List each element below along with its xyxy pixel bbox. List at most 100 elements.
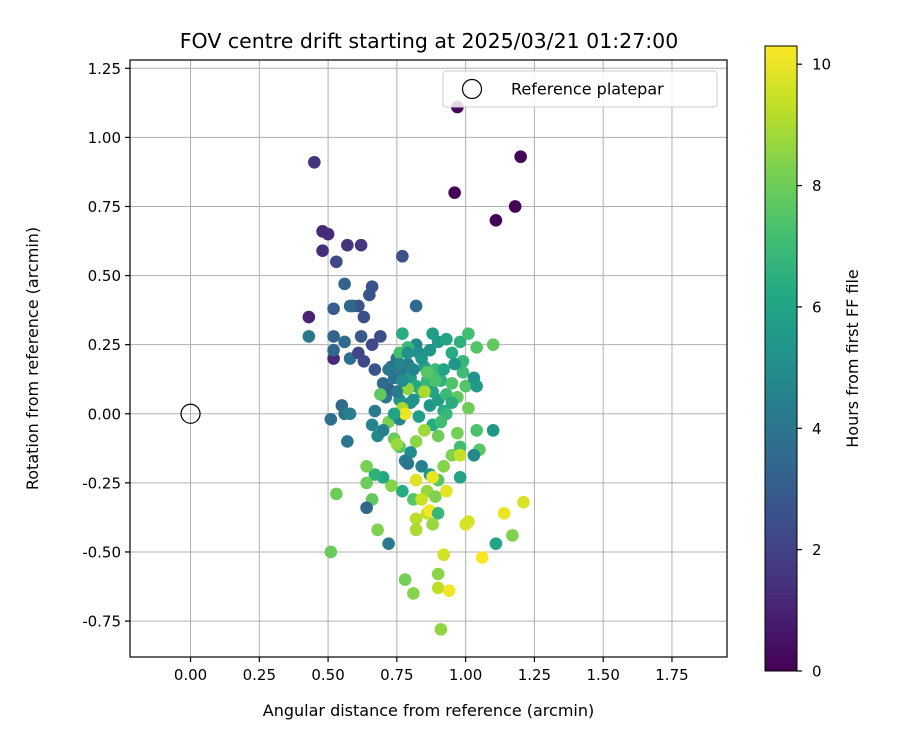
y-tick-label: 0.50 <box>88 267 121 285</box>
data-point <box>448 186 461 199</box>
data-point <box>514 150 527 164</box>
chart-title: FOV centre drift starting at 2025/03/21 … <box>180 29 679 53</box>
data-point <box>382 537 395 550</box>
x-axis-ticks: 0.00 0.25 0.50 0.75 1.00 1.25 1.50 1.75 <box>174 657 689 684</box>
data-point <box>470 379 483 393</box>
x-tick-label: 1.75 <box>655 666 688 684</box>
data-point <box>363 288 376 302</box>
data-point <box>390 437 404 451</box>
data-point <box>486 338 500 351</box>
colorbar-tick-label: 2 <box>812 541 822 559</box>
colorbar-tick-label: 4 <box>812 420 822 438</box>
data-point <box>343 299 357 313</box>
data-point <box>429 490 442 503</box>
data-point <box>398 573 412 586</box>
data-point <box>440 484 453 498</box>
data-point <box>407 393 420 407</box>
data-point <box>429 374 442 387</box>
colorbar-ticks: 0 2 4 6 8 10 <box>797 56 831 681</box>
data-point <box>330 255 343 269</box>
colorbar-tick-label: 10 <box>812 56 831 74</box>
data-point <box>506 529 519 542</box>
data-point <box>409 435 423 448</box>
data-point <box>426 471 439 484</box>
data-point <box>368 404 382 418</box>
plot-frame <box>129 59 728 658</box>
data-point <box>420 366 434 379</box>
data-point <box>396 249 409 263</box>
data-point <box>407 587 420 600</box>
data-point <box>453 471 467 484</box>
data-point <box>440 332 453 346</box>
legend-label: Reference platepar <box>511 80 664 99</box>
data-point <box>459 379 472 393</box>
data-point <box>462 401 475 415</box>
data-point <box>374 330 387 343</box>
data-point <box>387 407 401 421</box>
data-point <box>442 584 456 597</box>
data-point <box>489 537 503 550</box>
data-point <box>330 487 343 501</box>
data-point <box>486 424 500 437</box>
data-point <box>470 341 483 354</box>
legend-marker <box>461 78 483 100</box>
data-point <box>341 435 354 448</box>
data-point <box>324 413 338 426</box>
data-point <box>431 581 445 595</box>
colorbar-label: Hours from first FF file <box>843 269 862 448</box>
data-point <box>374 388 387 401</box>
data-point <box>409 299 423 313</box>
data-point <box>415 459 428 473</box>
x-tick-label: 1.50 <box>586 666 619 684</box>
y-tick-label: 0.00 <box>88 405 121 423</box>
data-point <box>415 352 428 365</box>
data-point <box>365 418 379 432</box>
data-point <box>517 495 530 509</box>
data-point <box>451 426 464 440</box>
x-tick-label: 0.75 <box>380 666 413 684</box>
data-point <box>357 310 371 324</box>
y-axis-label: Rotation from reference (arcmin) <box>23 227 42 490</box>
data-point <box>354 330 368 343</box>
legend: Reference platepar <box>442 70 718 108</box>
x-axis-label: Angular distance from reference (arcmin) <box>263 701 594 720</box>
data-point <box>316 244 329 258</box>
data-point <box>462 327 475 340</box>
data-point <box>445 396 459 410</box>
data-point <box>497 506 511 520</box>
data-point <box>398 407 412 421</box>
data-point <box>456 366 470 379</box>
data-point <box>475 551 489 564</box>
data-point <box>341 238 354 252</box>
legend-box <box>442 70 718 108</box>
y-tick-label: -0.25 <box>82 474 121 492</box>
x-tick-label: 1.25 <box>518 666 551 684</box>
colorbar-tick-label: 6 <box>812 298 822 316</box>
colorbar-tick-label: 8 <box>812 177 822 195</box>
x-tick-label: 0.00 <box>174 666 207 684</box>
y-tick-label: 1.00 <box>88 129 121 147</box>
y-tick-label: -0.50 <box>82 543 121 561</box>
data-point <box>368 363 382 376</box>
data-point <box>371 523 384 537</box>
data-point <box>308 155 321 169</box>
data-point <box>327 343 340 357</box>
y-tick-label: -0.75 <box>82 613 121 631</box>
data-point <box>434 415 448 429</box>
data-point <box>418 385 431 398</box>
data-point <box>393 357 406 371</box>
data-point <box>354 238 368 252</box>
data-point <box>418 424 431 437</box>
data-point <box>321 227 335 241</box>
data-point <box>431 567 445 581</box>
data-point <box>302 310 316 324</box>
y-tick-label: 1.25 <box>88 60 121 78</box>
data-point <box>453 335 467 349</box>
data-point <box>327 302 340 316</box>
grid <box>130 60 727 657</box>
data-point <box>368 468 382 481</box>
colorbar-tick-label: 0 <box>812 663 822 681</box>
x-tick-label: 1.00 <box>449 666 482 684</box>
data-point <box>338 277 351 291</box>
